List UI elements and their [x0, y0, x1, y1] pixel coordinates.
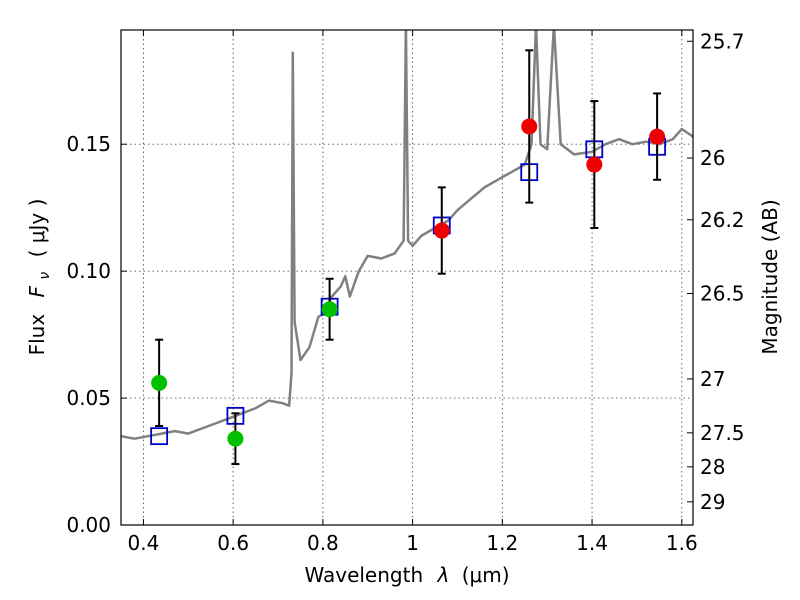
x-axis-label: Wavelength λ (μm) [304, 563, 509, 587]
x-tick-label: 1.6 [666, 531, 698, 555]
observed-flux-point [321, 301, 338, 318]
plot-frame [120, 29, 694, 526]
observed-flux-point [433, 222, 450, 239]
y2-tick-label: 27.5 [700, 421, 745, 445]
y2-tick-label: 27 [700, 367, 725, 391]
x-axis-label-unit: (μm) [462, 563, 510, 587]
observed-flux-point [521, 118, 538, 135]
y2-axis-label: Magnitude (AB) [758, 199, 782, 354]
x-tick-label: 0.6 [217, 531, 249, 555]
y-axis-label-text: Flux [25, 314, 49, 356]
y-axis-label-symbol: F [25, 285, 49, 297]
y2-tick-label: 25.7 [700, 29, 745, 53]
x-tick-label: 0.8 [307, 531, 339, 555]
y-tick-label: 0.05 [66, 386, 111, 410]
x-axis-label-symbol: λ [437, 563, 450, 587]
x-tick-label: 1 [406, 531, 419, 555]
y-tick-label: 0.00 [66, 513, 111, 537]
y2-tick-label: 26 [700, 146, 725, 170]
observed-flux-point [649, 128, 666, 145]
plot-area [121, 30, 693, 466]
x-axis-label-text: Wavelength [304, 563, 423, 587]
y-tick-label: 0.15 [66, 132, 111, 156]
observed-flux-point [586, 156, 603, 173]
x-tick-label: 1.2 [486, 531, 518, 555]
y2-tick-label: 29 [700, 490, 725, 514]
y-tick-label: 0.10 [66, 259, 111, 283]
y-axis-label: Flux F ν ( μJy ) [25, 199, 54, 356]
observed-flux-point [227, 430, 244, 447]
y2-tick-label: 26.5 [700, 281, 745, 305]
y-axis-label-unit: ( μJy ) [25, 199, 49, 258]
x-tick-label: 1.4 [576, 531, 608, 555]
tick-layer: 0.4 0.6 0.8 1 1.2 1.4 1.6 0.00 0.05 0.10 0.15 25.7 2… [66, 29, 744, 555]
sed-model-line [121, 30, 693, 440]
y-axis-label-subscript: ν [37, 272, 53, 280]
grid-layer [121, 30, 693, 526]
y2-tick-label: 26.2 [700, 208, 745, 232]
x-tick-label: 0.4 [128, 531, 160, 555]
y2-tick-label: 28 [700, 455, 725, 479]
model-photometry-marker [150, 427, 169, 446]
observed-flux-point [151, 374, 168, 391]
